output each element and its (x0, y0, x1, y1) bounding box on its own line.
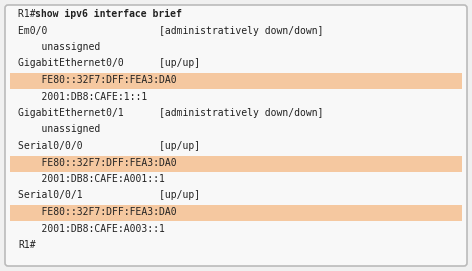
Text: R1#: R1# (18, 240, 35, 250)
Text: GigabitEthernet0/1      [administratively down/down]: GigabitEthernet0/1 [administratively dow… (18, 108, 323, 118)
Text: unassigned: unassigned (18, 42, 100, 52)
Bar (10, 156, 462, 172)
Bar (10, 73, 462, 89)
Text: GigabitEthernet0/0      [up/up]: GigabitEthernet0/0 [up/up] (18, 59, 200, 69)
Text: unassigned: unassigned (18, 124, 100, 134)
Text: FE80::32F7:DFF:FEA3:DA0: FE80::32F7:DFF:FEA3:DA0 (18, 157, 177, 167)
Text: Serial0/0/1             [up/up]: Serial0/0/1 [up/up] (18, 191, 200, 201)
Text: 2001:DB8:CAFE:1::1: 2001:DB8:CAFE:1::1 (18, 92, 147, 102)
Text: Em0/0                   [administratively down/down]: Em0/0 [administratively down/down] (18, 25, 323, 36)
Text: R1#: R1# (18, 9, 42, 19)
Text: show ipv6 interface brief: show ipv6 interface brief (35, 9, 182, 19)
Bar (10, 205, 462, 221)
Text: Serial0/0/0             [up/up]: Serial0/0/0 [up/up] (18, 141, 200, 151)
FancyBboxPatch shape (5, 5, 467, 266)
Text: 2001:DB8:CAFE:A003::1: 2001:DB8:CAFE:A003::1 (18, 224, 165, 234)
Text: FE80::32F7:DFF:FEA3:DA0: FE80::32F7:DFF:FEA3:DA0 (18, 75, 177, 85)
Text: FE80::32F7:DFF:FEA3:DA0: FE80::32F7:DFF:FEA3:DA0 (18, 207, 177, 217)
Text: 2001:DB8:CAFE:A001::1: 2001:DB8:CAFE:A001::1 (18, 174, 165, 184)
